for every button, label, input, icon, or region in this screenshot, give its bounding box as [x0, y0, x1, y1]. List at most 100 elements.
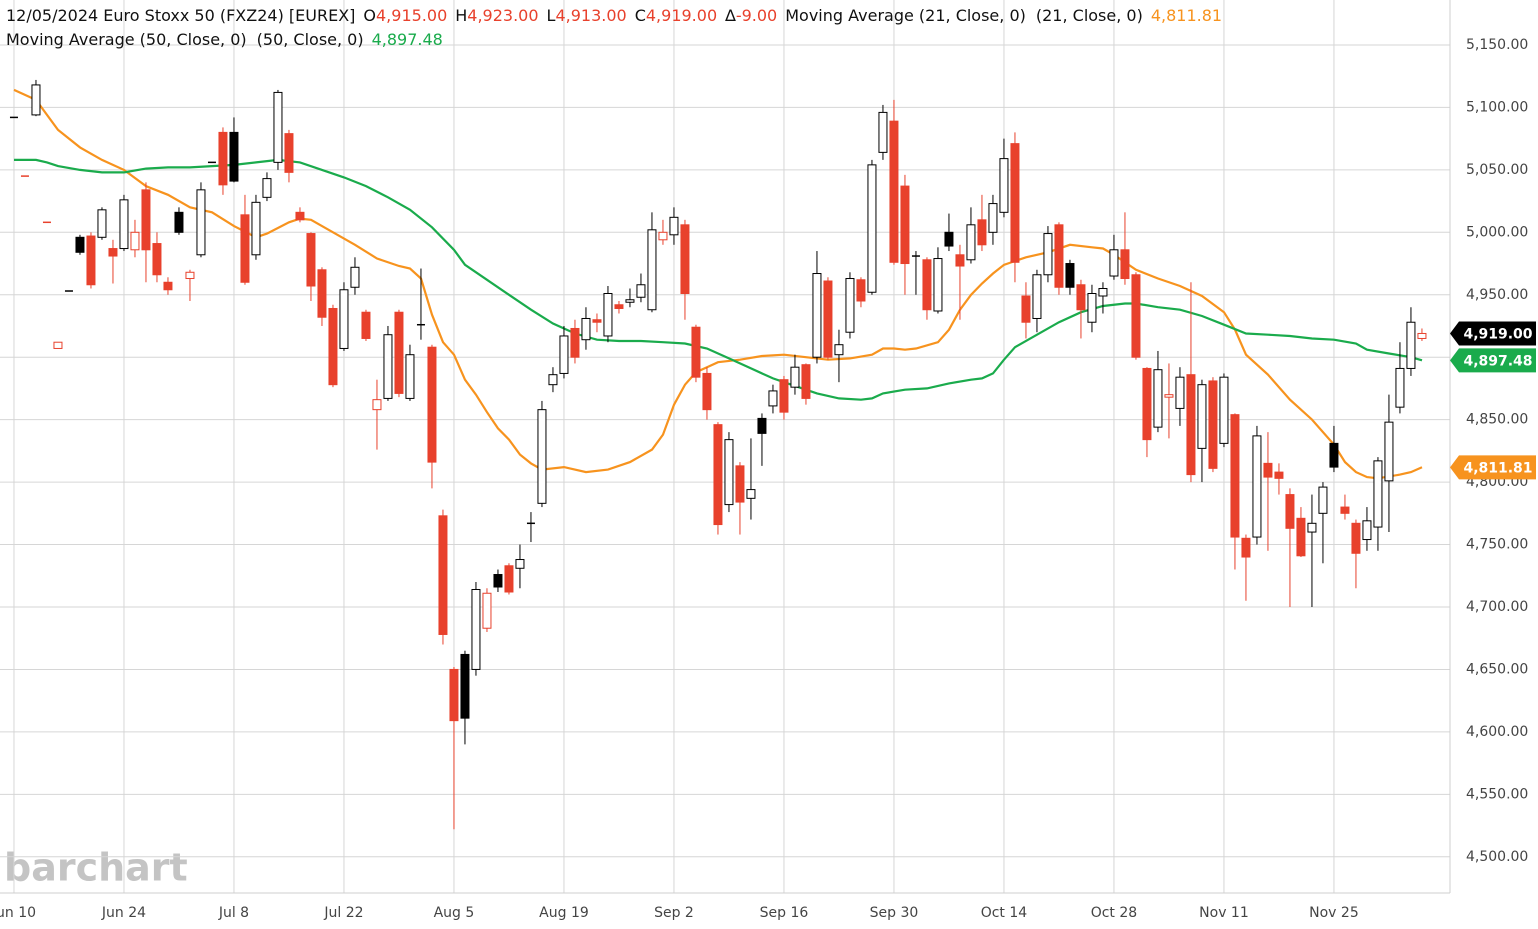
candle-body	[394, 311, 404, 394]
candle-body	[504, 565, 514, 593]
x-tick-label: Sep 16	[760, 905, 809, 921]
candle-body	[1219, 376, 1229, 444]
candle-body	[889, 120, 899, 263]
price-badge	[1450, 321, 1536, 346]
candle-body	[130, 231, 140, 251]
y-tick-label: 4,500.00	[1466, 849, 1528, 865]
y-tick-label: 4,650.00	[1466, 661, 1528, 677]
header-line: Moving Average (50, Close, 0) (50, Close,…	[6, 30, 443, 49]
candle-body	[1120, 249, 1130, 280]
header-text: 4,919.00	[646, 6, 717, 25]
candle-body	[141, 189, 151, 251]
header-text: L	[547, 6, 556, 25]
header-text: 12/05/2024 Euro Stoxx 50 (FXZ24) [EUREX]	[6, 6, 355, 25]
candle-body	[537, 409, 547, 504]
candle-body	[570, 327, 580, 358]
x-tick-label: Jul 22	[323, 905, 363, 921]
candle-body	[1241, 537, 1251, 558]
candle-body	[636, 284, 646, 298]
y-tick-label: 4,850.00	[1466, 412, 1528, 428]
header-text: 4,897.48	[372, 30, 443, 49]
x-tick-label: Aug 19	[539, 905, 589, 921]
candle-body	[1054, 224, 1064, 288]
moving-average-line	[14, 158, 1423, 401]
candle-body	[823, 280, 833, 358]
candle-body	[438, 515, 448, 635]
y-tick-label: 5,000.00	[1466, 224, 1528, 240]
header-text: 4,915.00	[376, 6, 447, 25]
candle-body	[306, 233, 316, 287]
candle-body	[361, 311, 371, 339]
x-tick-label: Jun 24	[101, 905, 146, 921]
candle-body	[746, 489, 756, 499]
candle-body	[790, 366, 800, 388]
candle-body	[317, 269, 327, 318]
candle-body	[1197, 384, 1207, 449]
candle-body	[680, 224, 690, 295]
price-badge-label: 4,811.81	[1463, 460, 1532, 476]
candle-body	[471, 589, 481, 670]
header-text: 4,913.00	[555, 6, 626, 25]
candle-body	[339, 289, 349, 349]
header-text: C	[635, 6, 646, 25]
candle-body	[405, 354, 415, 399]
candle-body	[350, 266, 360, 288]
candle-body	[702, 372, 712, 411]
candle-body	[768, 390, 778, 407]
x-tick-label: Sep 2	[654, 905, 694, 921]
candle-body	[1153, 369, 1163, 428]
candle-body	[262, 178, 272, 198]
candle-body	[779, 379, 789, 413]
candle-body	[1417, 332, 1427, 339]
candle-body	[383, 334, 393, 399]
candle-body	[1318, 486, 1328, 514]
candle-body	[1043, 233, 1053, 276]
candle-body	[1263, 462, 1273, 478]
candle-body	[1065, 263, 1075, 288]
x-tick-label: Oct 14	[981, 905, 1028, 921]
candle-body	[482, 592, 492, 629]
candle-body	[1230, 414, 1240, 538]
candle-body	[273, 91, 283, 163]
candle-body	[691, 326, 701, 378]
candle-body	[592, 319, 602, 323]
candle-body	[1109, 249, 1119, 277]
candle-body	[548, 374, 558, 386]
candle-body	[218, 131, 228, 186]
candle-body	[1087, 293, 1097, 323]
candle-body	[1307, 522, 1317, 533]
candle-body	[922, 259, 932, 311]
candle-body	[625, 299, 635, 303]
candle-body	[977, 219, 987, 246]
candle-body	[944, 231, 954, 247]
candle-body	[251, 201, 261, 256]
x-tick-label: Oct 28	[1091, 905, 1137, 921]
candle-body	[669, 216, 679, 236]
header-line: 12/05/2024 Euro Stoxx 50 (FXZ24) [EUREX]…	[6, 6, 1222, 25]
candle-body	[559, 335, 569, 374]
x-tick-label: Jun 10	[0, 905, 36, 921]
x-tick-label: Jul 8	[218, 905, 249, 921]
candle-body	[658, 231, 668, 241]
candle-body	[867, 164, 877, 293]
candle-body	[515, 559, 525, 569]
candle-body	[1164, 394, 1174, 398]
header-text: (21, Close, 0)	[1036, 6, 1143, 25]
candle-body	[97, 209, 107, 238]
candle-body	[163, 281, 173, 291]
candle-body	[1351, 522, 1361, 554]
candle-body	[724, 439, 734, 506]
candle-body	[1208, 380, 1218, 469]
candle-body	[240, 214, 250, 283]
candle-body	[614, 304, 624, 309]
candle-body	[75, 236, 85, 253]
y-tick-label: 4,550.00	[1466, 786, 1528, 802]
candle-body	[174, 211, 184, 233]
price-badge-label: 4,897.48	[1463, 353, 1532, 369]
candle-body	[999, 158, 1009, 213]
candle-body	[86, 235, 96, 286]
candle-body	[581, 317, 591, 341]
candle-body	[988, 203, 998, 233]
candle-body	[284, 133, 294, 173]
header-text: H	[455, 6, 467, 25]
